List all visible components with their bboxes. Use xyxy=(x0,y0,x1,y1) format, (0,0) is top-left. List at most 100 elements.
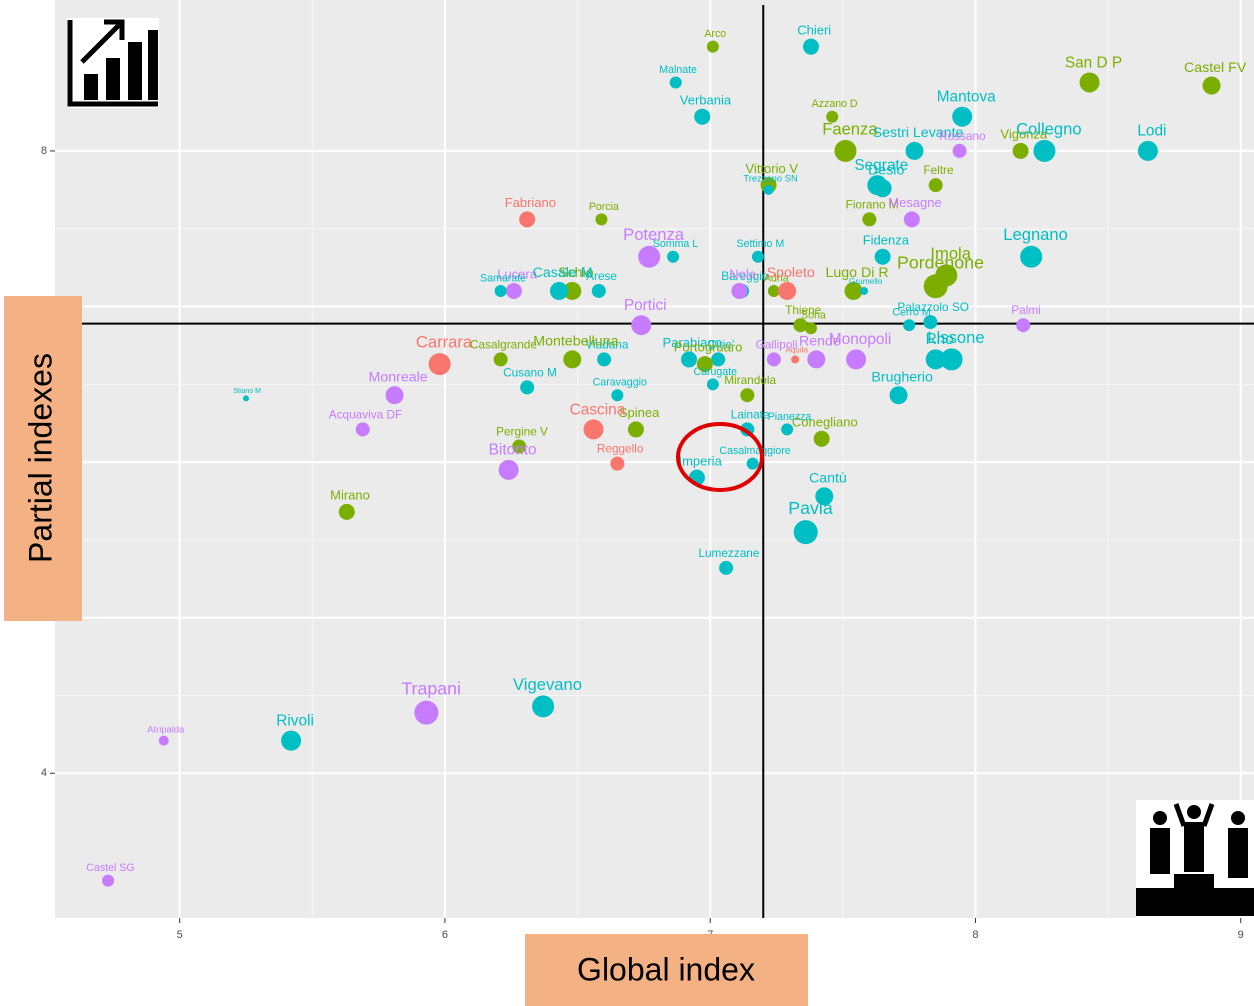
point xyxy=(711,352,726,367)
y-tick-label: 8 xyxy=(41,145,47,157)
point xyxy=(903,211,920,228)
point-label: Cantù xyxy=(809,471,847,487)
point-label: Mantova xyxy=(937,89,996,106)
point xyxy=(746,457,759,470)
point-label: Rossano xyxy=(939,129,986,143)
point xyxy=(520,380,535,395)
point-label: Samarate xyxy=(480,272,526,284)
x-tick-label: 9 xyxy=(1238,929,1244,941)
point xyxy=(493,352,508,367)
x-axis-label: Global index xyxy=(577,951,755,987)
point xyxy=(583,419,604,440)
point-label: Verbania xyxy=(680,92,732,107)
y-label-box xyxy=(4,296,82,621)
point xyxy=(928,178,943,193)
point-label: Aquila xyxy=(785,346,808,355)
podium-icon xyxy=(1136,800,1254,918)
point xyxy=(731,282,748,299)
point-label: Faenza xyxy=(822,119,878,138)
point-label: Brugherio xyxy=(871,369,933,385)
point xyxy=(719,560,734,575)
point-label: Palazzolo SO xyxy=(897,300,968,314)
point-label: Somma L xyxy=(653,238,698,250)
point xyxy=(638,245,661,268)
point-label: Portogruaro xyxy=(674,340,743,355)
point xyxy=(102,874,115,887)
point-label: Adria xyxy=(764,272,789,284)
point xyxy=(1202,76,1221,95)
point-label: Lissone xyxy=(927,328,984,347)
point xyxy=(763,184,774,195)
point xyxy=(355,422,370,437)
point xyxy=(805,322,818,335)
point xyxy=(1079,72,1100,93)
point xyxy=(903,319,916,332)
x-label-box xyxy=(525,934,808,1006)
point xyxy=(1033,139,1056,162)
point-label: Palmi xyxy=(1011,303,1041,317)
point xyxy=(669,76,682,89)
point xyxy=(338,503,355,520)
point-label: Mirano xyxy=(330,488,370,503)
point xyxy=(862,212,877,227)
point xyxy=(563,350,582,369)
point-label: Lainate xyxy=(731,407,770,421)
point xyxy=(512,439,527,454)
point xyxy=(563,281,582,300)
point-label: Casalgrande xyxy=(470,337,537,351)
point-label: Portici xyxy=(624,297,667,314)
point-label: Conegliano xyxy=(792,414,858,429)
point-label: Cerro M xyxy=(892,307,930,319)
point-label: Rivoli xyxy=(276,712,314,729)
point-label: Lucera xyxy=(497,267,538,282)
point xyxy=(844,281,863,300)
point xyxy=(281,730,302,751)
point-label: Arese xyxy=(586,269,617,283)
point xyxy=(923,274,948,299)
point-label: Lodi xyxy=(1137,123,1166,140)
point xyxy=(778,281,797,300)
point-label: Rende xyxy=(799,334,841,350)
point-label: Stiano M xyxy=(233,388,261,395)
point-label: Malnate xyxy=(659,64,697,76)
point xyxy=(874,248,891,265)
point-label: Atripalda xyxy=(147,723,185,734)
point-label: Chieri xyxy=(797,22,831,37)
point-label: Schio xyxy=(558,265,594,281)
y-axis-label: Partial indexes xyxy=(22,353,58,563)
point-label: Cascina xyxy=(570,401,626,418)
point xyxy=(385,386,404,405)
point xyxy=(611,389,624,402)
point xyxy=(952,106,973,127)
point-label: Cirie' xyxy=(708,337,735,351)
point xyxy=(706,40,719,53)
point xyxy=(1137,140,1158,161)
point-label: Feltre xyxy=(923,163,954,177)
point-label: Pavia xyxy=(788,498,833,518)
point xyxy=(631,315,652,336)
x-tick-label: 8 xyxy=(972,929,978,941)
point xyxy=(550,281,569,300)
point-label: Lumezzane xyxy=(698,546,759,560)
point xyxy=(791,355,800,364)
point xyxy=(706,378,719,391)
point xyxy=(751,250,764,263)
point xyxy=(813,430,830,447)
point-label: Carrara xyxy=(416,333,473,352)
point xyxy=(627,421,644,438)
point-label: Montebelluna xyxy=(533,334,618,350)
point-label: Reggello xyxy=(597,442,644,456)
point-label: Fidenza xyxy=(863,232,910,247)
point-label: Trezzano SN xyxy=(743,173,797,184)
point xyxy=(923,315,938,330)
point-label: Legnano xyxy=(1003,225,1068,244)
point-label: San D P xyxy=(1065,54,1122,71)
point xyxy=(242,395,249,402)
point xyxy=(597,352,612,367)
point-label: Mesagne xyxy=(888,195,941,210)
y-tick-label: 4 xyxy=(41,767,47,779)
point xyxy=(1020,245,1043,268)
point-label: Grumello xyxy=(849,277,883,286)
point-label: Castel FV xyxy=(1184,60,1247,76)
point-label: Cusano M xyxy=(503,365,557,379)
